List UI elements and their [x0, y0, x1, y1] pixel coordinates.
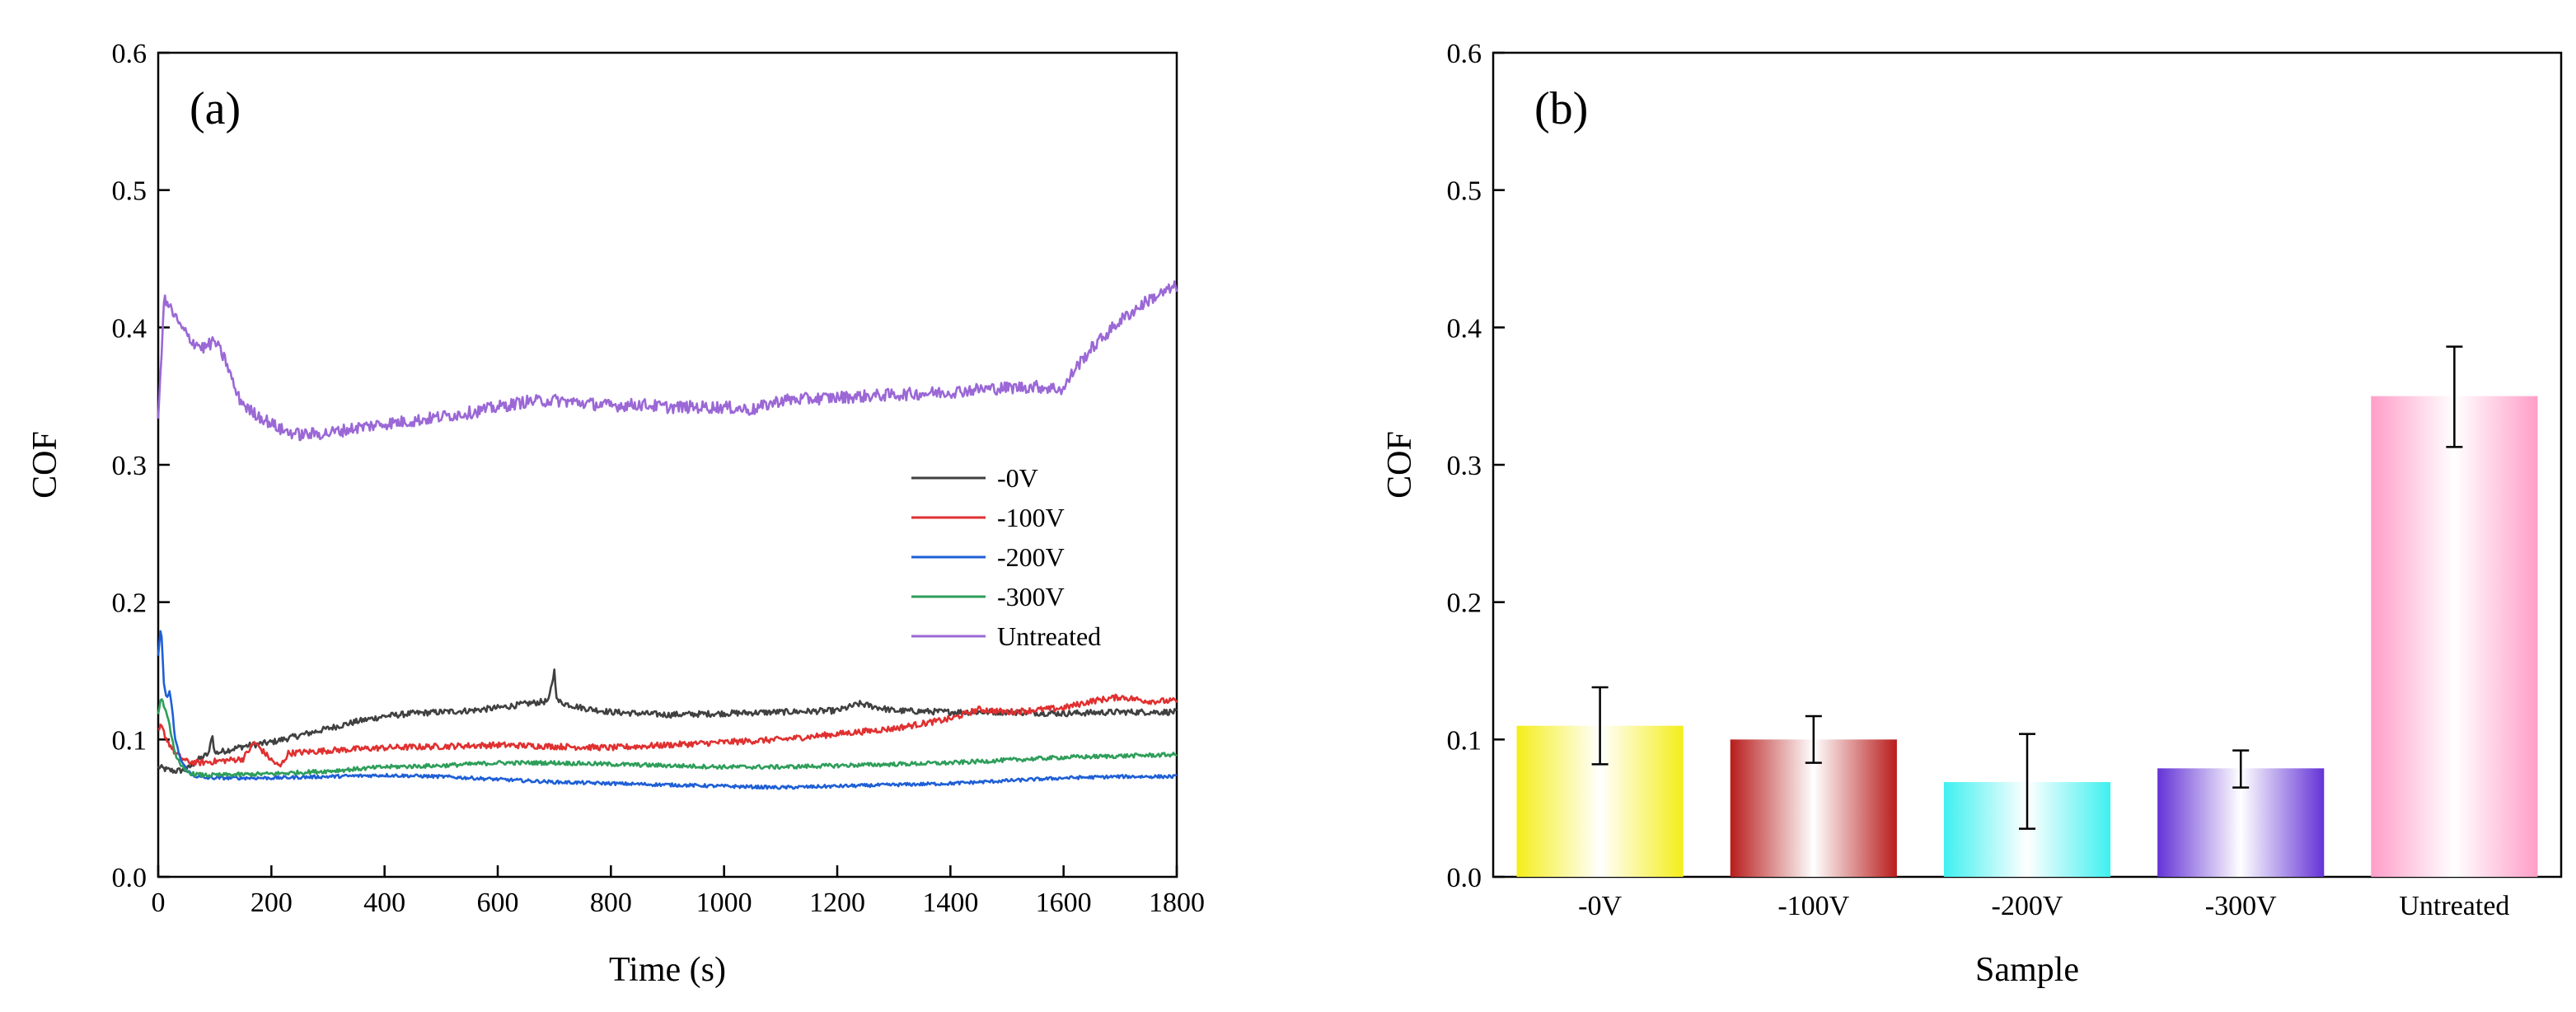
- bar-untreated: [2371, 396, 2538, 878]
- panel-b-category-label: -300V: [2205, 891, 2277, 921]
- series-line-200v: [157, 630, 1178, 790]
- series-line-100v: [157, 693, 1178, 768]
- panel-a-y-tick-label: 0.0: [112, 863, 148, 893]
- panel-a-x-tick-label: 1600: [1036, 888, 1092, 918]
- panel-a-x-tick-label: 200: [251, 888, 293, 918]
- panel-b-ticks: 0.0 0.1 0.2 0.3 0.4 0.5 0.6 -0V -100V -200V -300V U…: [1447, 39, 2510, 921]
- panel-b-y-tick-label: 0.0: [1447, 863, 1482, 893]
- panel-a-y-tick-label: 0.6: [112, 39, 148, 69]
- panel-a-x-tick-label: 400: [363, 888, 405, 918]
- panel-a-y-tick-label: 0.3: [112, 451, 148, 481]
- panel-a-x-tick-label: 0: [152, 888, 166, 918]
- panel-a-y-tick-label: 0.4: [112, 313, 148, 344]
- panel-a-ticks: 0 200 400 600 800 1000 1200 1400 1600 1800 0.0 0.1 0…: [112, 39, 1206, 918]
- panel-a-x-tick-label: 1200: [809, 888, 865, 918]
- panel-b-y-tick-label: 0.6: [1447, 39, 1482, 69]
- series-line-untreated: [157, 280, 1178, 442]
- panel-b-y-tick-label: 0.3: [1447, 451, 1482, 481]
- legend-label: -300V: [997, 582, 1065, 611]
- panel-a-x-tick-label: 800: [590, 888, 632, 918]
- panel-b-y-tick-label: 0.5: [1447, 176, 1482, 207]
- series-line-0v: [157, 668, 1178, 774]
- panel-b-y-tick-label: 0.2: [1447, 588, 1482, 619]
- panel-a-legend: -0V -100V -200V -300V Untreated: [911, 463, 1101, 651]
- panel-a-x-tick-label: 1800: [1149, 888, 1205, 918]
- panel-a-x-axis-title: Time (s): [609, 951, 726, 989]
- panel-a-y-axis-title: COF: [26, 431, 64, 499]
- panel-b-y-tick-label: 0.4: [1447, 313, 1482, 344]
- panel-b-y-tick-label: 0.1: [1447, 725, 1482, 756]
- panel-b-x-axis-title: Sample: [1975, 951, 2079, 989]
- panel-a-x-tick-label: 600: [477, 888, 519, 918]
- panel-b-category-label: -100V: [1777, 891, 1849, 921]
- panel-b-category-label: Untreated: [2399, 891, 2509, 921]
- panel-a-y-tick-label: 0.1: [112, 725, 148, 756]
- legend-label: -200V: [997, 542, 1065, 572]
- panel-a-line-chart: 0 200 400 600 800 1000 1200 1400 1600 1800 0.0 0.1 0…: [26, 39, 1205, 989]
- panel-a-y-tick-label: 0.5: [112, 176, 148, 207]
- panel-b-bar-chart: 0.0 0.1 0.2 0.3 0.4 0.5 0.6 -0V -100V -200V -300V U…: [1381, 39, 2563, 989]
- series-line-300v: [157, 698, 1178, 778]
- panel-a-x-tick-label: 1400: [922, 888, 978, 918]
- panel-a-x-tick-label: 1000: [696, 888, 752, 918]
- panel-b-category-label: -200V: [1992, 891, 2063, 921]
- panel-b-category-label: -0V: [1578, 891, 1622, 921]
- legend-label: -0V: [997, 463, 1038, 493]
- panel-b-y-axis-title: COF: [1381, 431, 1419, 499]
- panel-b-bars: [1516, 345, 2538, 878]
- panel-a-series-lines: [157, 280, 1178, 790]
- panel-b-label: (b): [1534, 83, 1588, 134]
- legend-label: -100V: [997, 503, 1065, 532]
- panel-a-y-tick-label: 0.2: [112, 588, 148, 619]
- panel-a-label: (a): [190, 83, 241, 134]
- legend-label: Untreated: [997, 621, 1101, 651]
